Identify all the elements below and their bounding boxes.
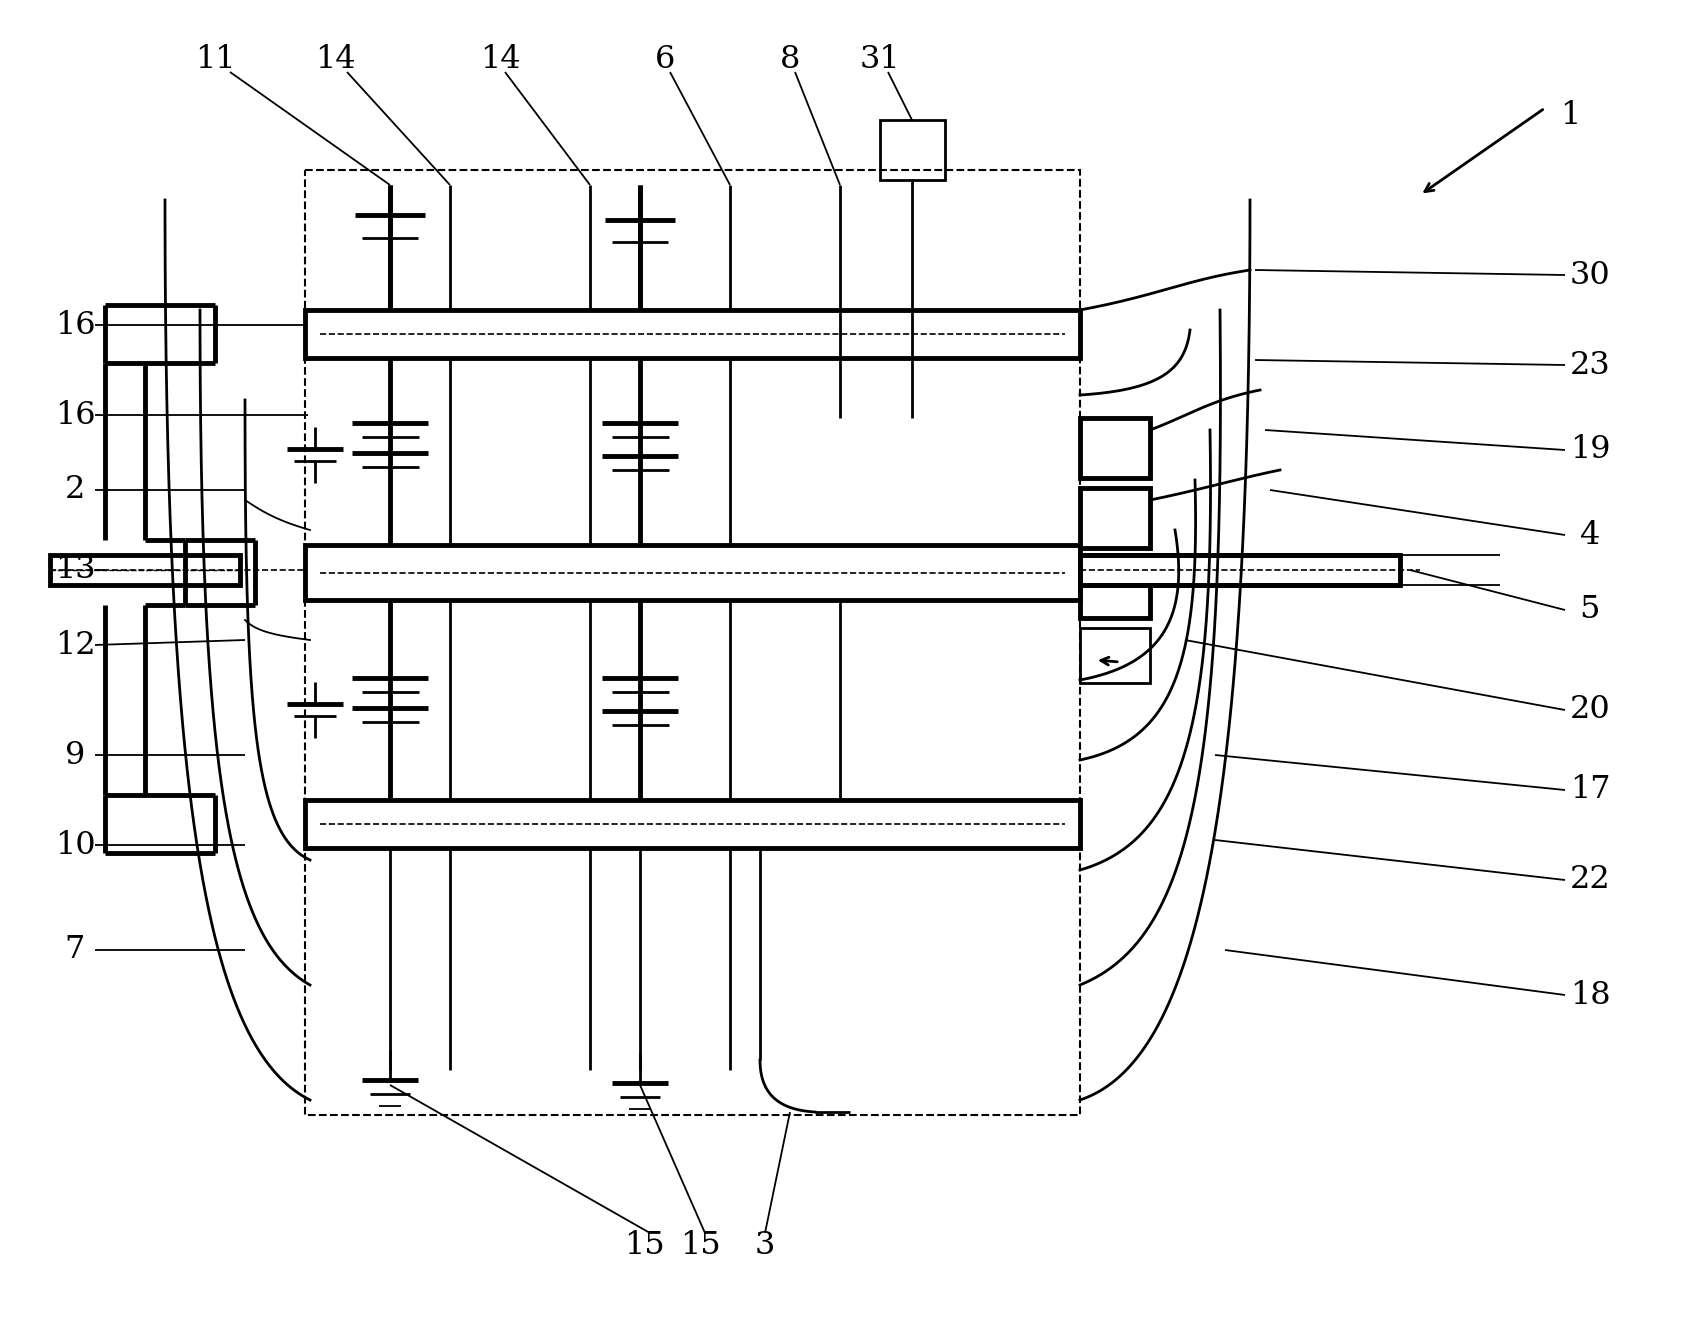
Text: 22: 22 — [1570, 864, 1611, 896]
Bar — [880, 120, 945, 180]
Text: 2: 2 — [65, 474, 85, 506]
Text: 16: 16 — [55, 399, 95, 431]
Text: 4: 4 — [1581, 519, 1601, 551]
Text: 14: 14 — [479, 45, 520, 75]
Text: 10: 10 — [55, 830, 95, 860]
Text: 19: 19 — [1570, 435, 1610, 465]
Text: 7: 7 — [65, 934, 85, 966]
Text: 15: 15 — [680, 1230, 721, 1260]
Text: 20: 20 — [1570, 695, 1611, 725]
Text: 13: 13 — [55, 555, 95, 585]
Bar — [305, 801, 1079, 848]
Bar — [1079, 557, 1149, 618]
Bar — [305, 310, 1079, 358]
Text: 30: 30 — [1570, 259, 1611, 291]
Text: 23: 23 — [1570, 350, 1611, 380]
Text: 16: 16 — [55, 309, 95, 341]
Text: 5: 5 — [1581, 594, 1601, 626]
Text: 18: 18 — [1570, 979, 1610, 1011]
Text: 15: 15 — [624, 1230, 665, 1260]
Text: 14: 14 — [315, 45, 355, 75]
Bar — [305, 170, 1079, 1115]
Bar — [305, 546, 1079, 600]
Bar — [1079, 555, 1400, 585]
Text: 1: 1 — [1560, 99, 1581, 131]
Bar — [1079, 487, 1149, 548]
Bar — [1079, 627, 1149, 683]
Text: 3: 3 — [755, 1230, 776, 1260]
Text: 31: 31 — [859, 45, 900, 75]
Text: 9: 9 — [65, 740, 85, 770]
Text: 8: 8 — [779, 45, 800, 75]
Text: 11: 11 — [194, 45, 235, 75]
Text: 17: 17 — [1570, 774, 1610, 806]
Text: 12: 12 — [55, 630, 95, 660]
Bar — [49, 555, 240, 585]
Text: 6: 6 — [655, 45, 675, 75]
Bar — [1079, 417, 1149, 478]
